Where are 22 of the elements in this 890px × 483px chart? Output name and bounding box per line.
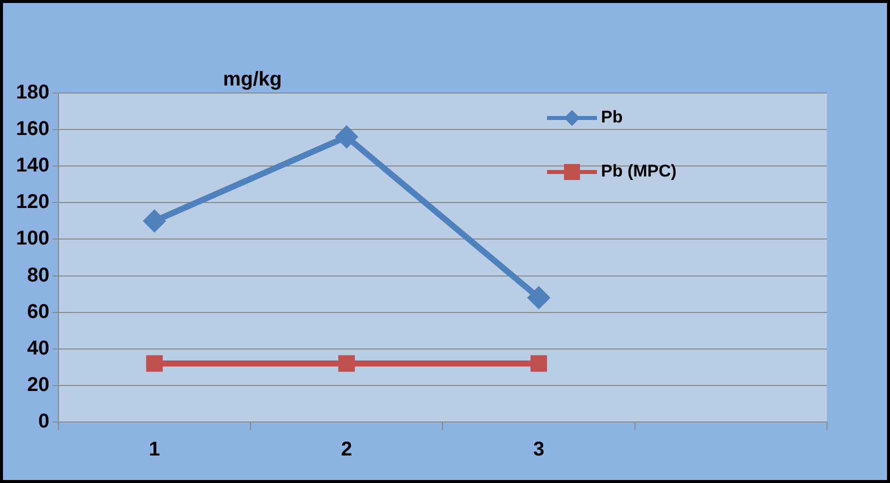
legend-label: Pb (MPC) xyxy=(601,162,677,181)
y-tick-label: 100 xyxy=(16,228,50,250)
point xyxy=(142,209,166,232)
y-tick-label: 140 xyxy=(16,154,50,177)
y-tick-label: 120 xyxy=(16,191,50,214)
point xyxy=(338,355,355,372)
x-tick-label: 3 xyxy=(533,438,544,461)
y-tick-label: 20 xyxy=(27,374,50,396)
point xyxy=(527,286,550,310)
y-tick-label: 160 xyxy=(16,118,50,140)
y-tick-label: 80 xyxy=(27,264,50,286)
x-tick-label: 1 xyxy=(148,438,160,461)
y-tick-label: 40 xyxy=(27,337,50,360)
y-tick-label: 0 xyxy=(38,410,50,433)
y-axis-title: mg/kg xyxy=(223,68,282,91)
y-tick-label: 180 xyxy=(16,82,50,104)
legend-label: Pb xyxy=(601,108,623,127)
point xyxy=(146,355,163,372)
point xyxy=(530,355,548,372)
point xyxy=(335,125,358,148)
x-tick-label: 2 xyxy=(341,438,352,461)
y-tick-label: 60 xyxy=(27,300,50,323)
